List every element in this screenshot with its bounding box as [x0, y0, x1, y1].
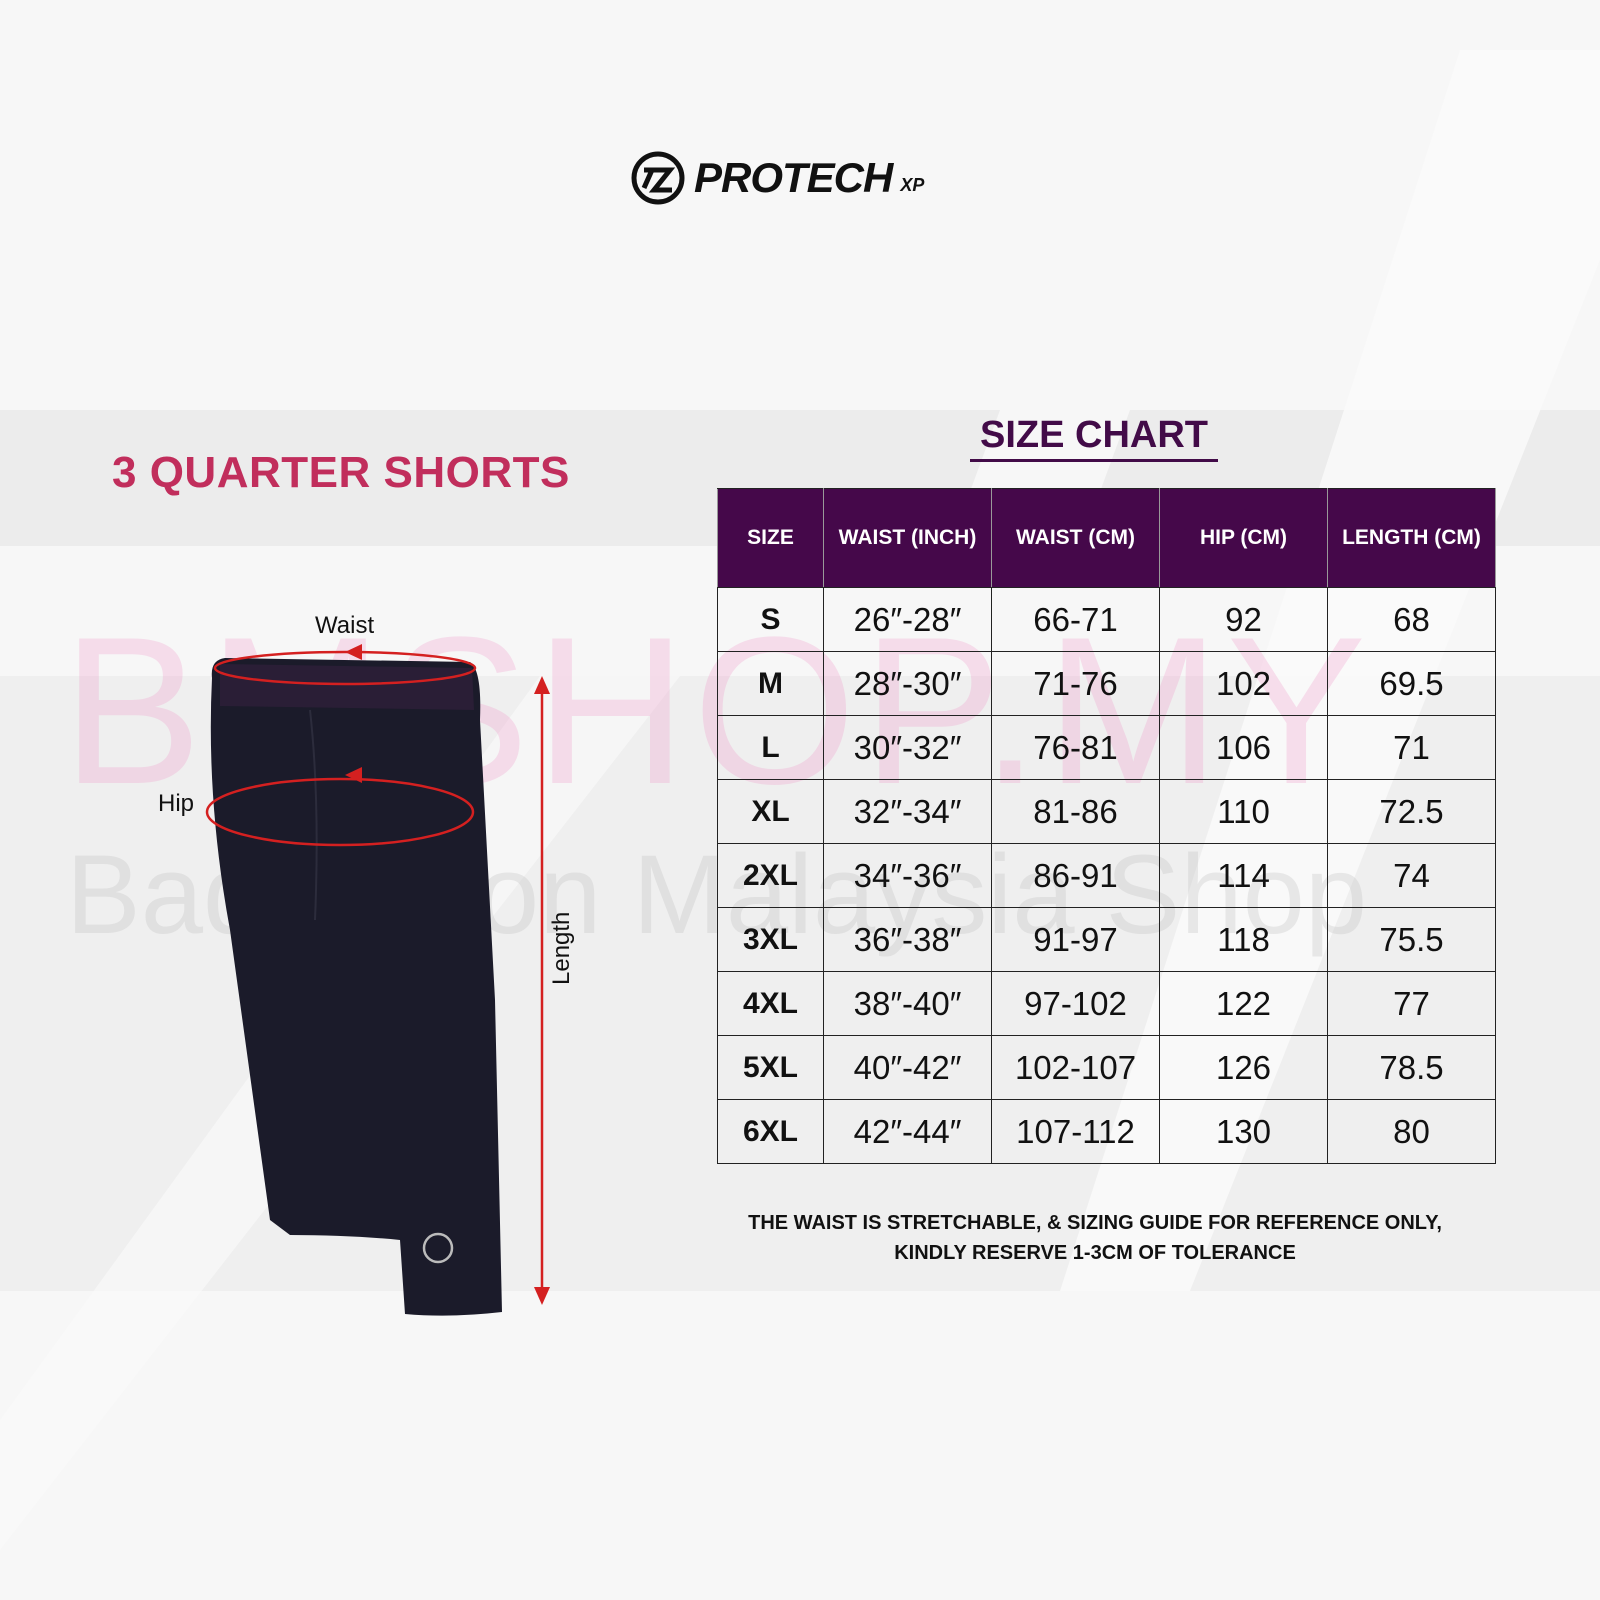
table-row: S 26″-28″ 66-71 92 68 [717, 587, 1496, 652]
chart-title: SIZE CHART [970, 414, 1218, 462]
value-cell: 28″-30″ [823, 651, 992, 716]
table-row: 6XL 42″-44″ 107-112 130 80 [717, 1099, 1496, 1164]
value-cell: 126 [1159, 1035, 1328, 1100]
value-cell: 86-91 [991, 843, 1160, 908]
value-cell: 80 [1327, 1099, 1496, 1164]
value-cell: 74 [1327, 843, 1496, 908]
value-cell: 106 [1159, 715, 1328, 780]
value-cell: 92 [1159, 587, 1328, 652]
value-cell: 71-76 [991, 651, 1160, 716]
value-cell: 69.5 [1327, 651, 1496, 716]
value-cell: 102 [1159, 651, 1328, 716]
column-header: WAIST (INCH) [823, 488, 992, 588]
length-label: Length [548, 911, 575, 985]
size-cell: XL [717, 779, 824, 844]
shorts-image [210, 658, 503, 1316]
size-cell: 3XL [717, 907, 824, 972]
value-cell: 68 [1327, 587, 1496, 652]
size-cell: 4XL [717, 971, 824, 1036]
table-row: 3XL 36″-38″ 91-97 118 75.5 [717, 907, 1496, 972]
value-cell: 30″-32″ [823, 715, 992, 780]
size-cell: 5XL [717, 1035, 824, 1100]
table-row: 5XL 40″-42″ 102-107 126 78.5 [717, 1035, 1496, 1100]
value-cell: 97-102 [991, 971, 1160, 1036]
value-cell: 114 [1159, 843, 1328, 908]
size-cell: 6XL [717, 1099, 824, 1164]
table-row: M 28″-30″ 71-76 102 69.5 [717, 651, 1496, 716]
length-arrow-down-icon [534, 1287, 550, 1305]
product-title: 3 QUARTER SHORTS [112, 448, 570, 497]
size-cell: L [717, 715, 824, 780]
hip-label: Hip [158, 790, 195, 817]
value-cell: 26″-28″ [823, 587, 992, 652]
value-cell: 130 [1159, 1099, 1328, 1164]
value-cell: 122 [1159, 971, 1328, 1036]
column-header: WAIST (CM) [991, 488, 1160, 588]
value-cell: 107-112 [991, 1099, 1160, 1164]
table-row: XL 32″-34″ 81-86 110 72.5 [717, 779, 1496, 844]
size-cell: S [717, 587, 824, 652]
hip-measure-ellipse [205, 777, 475, 847]
value-cell: 34″-36″ [823, 843, 992, 908]
table-row: 2XL 34″-36″ 86-91 114 74 [717, 843, 1496, 908]
value-cell: 110 [1159, 779, 1328, 844]
size-cell: M [717, 651, 824, 716]
value-cell: 75.5 [1327, 907, 1496, 972]
size-cell: 2XL [717, 843, 824, 908]
value-cell: 32″-34″ [823, 779, 992, 844]
value-cell: 81-86 [991, 779, 1160, 844]
value-cell: 118 [1159, 907, 1328, 972]
value-cell: 66-71 [991, 587, 1160, 652]
sizing-note-line1: THE WAIST IS STRETCHABLE, & SIZING GUIDE… [748, 1212, 1442, 1234]
brand-emblem-icon [422, 1232, 454, 1264]
value-cell: 40″-42″ [823, 1035, 992, 1100]
sizing-note: THE WAIST IS STRETCHABLE, & SIZING GUIDE… [700, 1208, 1490, 1268]
sizing-note-line2: KINDLY RESERVE 1-3CM OF TOLERANCE [894, 1242, 1296, 1264]
table-row: L 30″-32″ 76-81 106 71 [717, 715, 1496, 780]
value-cell: 38″-40″ [823, 971, 992, 1036]
brand-name: PROTECH [694, 154, 893, 201]
value-cell: 102-107 [991, 1035, 1160, 1100]
waist-arrow-icon [345, 644, 362, 660]
brand-logo-icon [631, 151, 685, 205]
column-header: LENGTH (CM) [1327, 488, 1496, 588]
waist-label: Waist [315, 612, 375, 639]
shorts-diagram [205, 644, 550, 1316]
value-cell: 36″-38″ [823, 907, 992, 972]
length-arrow-up-icon [534, 676, 550, 694]
value-cell: 42″-44″ [823, 1099, 992, 1164]
value-cell: 72.5 [1327, 779, 1496, 844]
column-header: HIP (CM) [1159, 488, 1328, 588]
brand-suffix: XP [900, 174, 925, 195]
value-cell: 77 [1327, 971, 1496, 1036]
value-cell: 71 [1327, 715, 1496, 780]
value-cell: 76-81 [991, 715, 1160, 780]
value-cell: 91-97 [991, 907, 1160, 972]
value-cell: 78.5 [1327, 1035, 1496, 1100]
hip-arrow-icon [345, 767, 362, 783]
column-header: SIZE [717, 488, 824, 588]
brand-logo: PROTECH XP [630, 150, 924, 206]
table-row: 4XL 38″-40″ 97-102 122 77 [717, 971, 1496, 1036]
size-chart-table: SIZE WAIST (INCH) WAIST (CM) HIP (CM) LENGTH… [717, 488, 1496, 1164]
